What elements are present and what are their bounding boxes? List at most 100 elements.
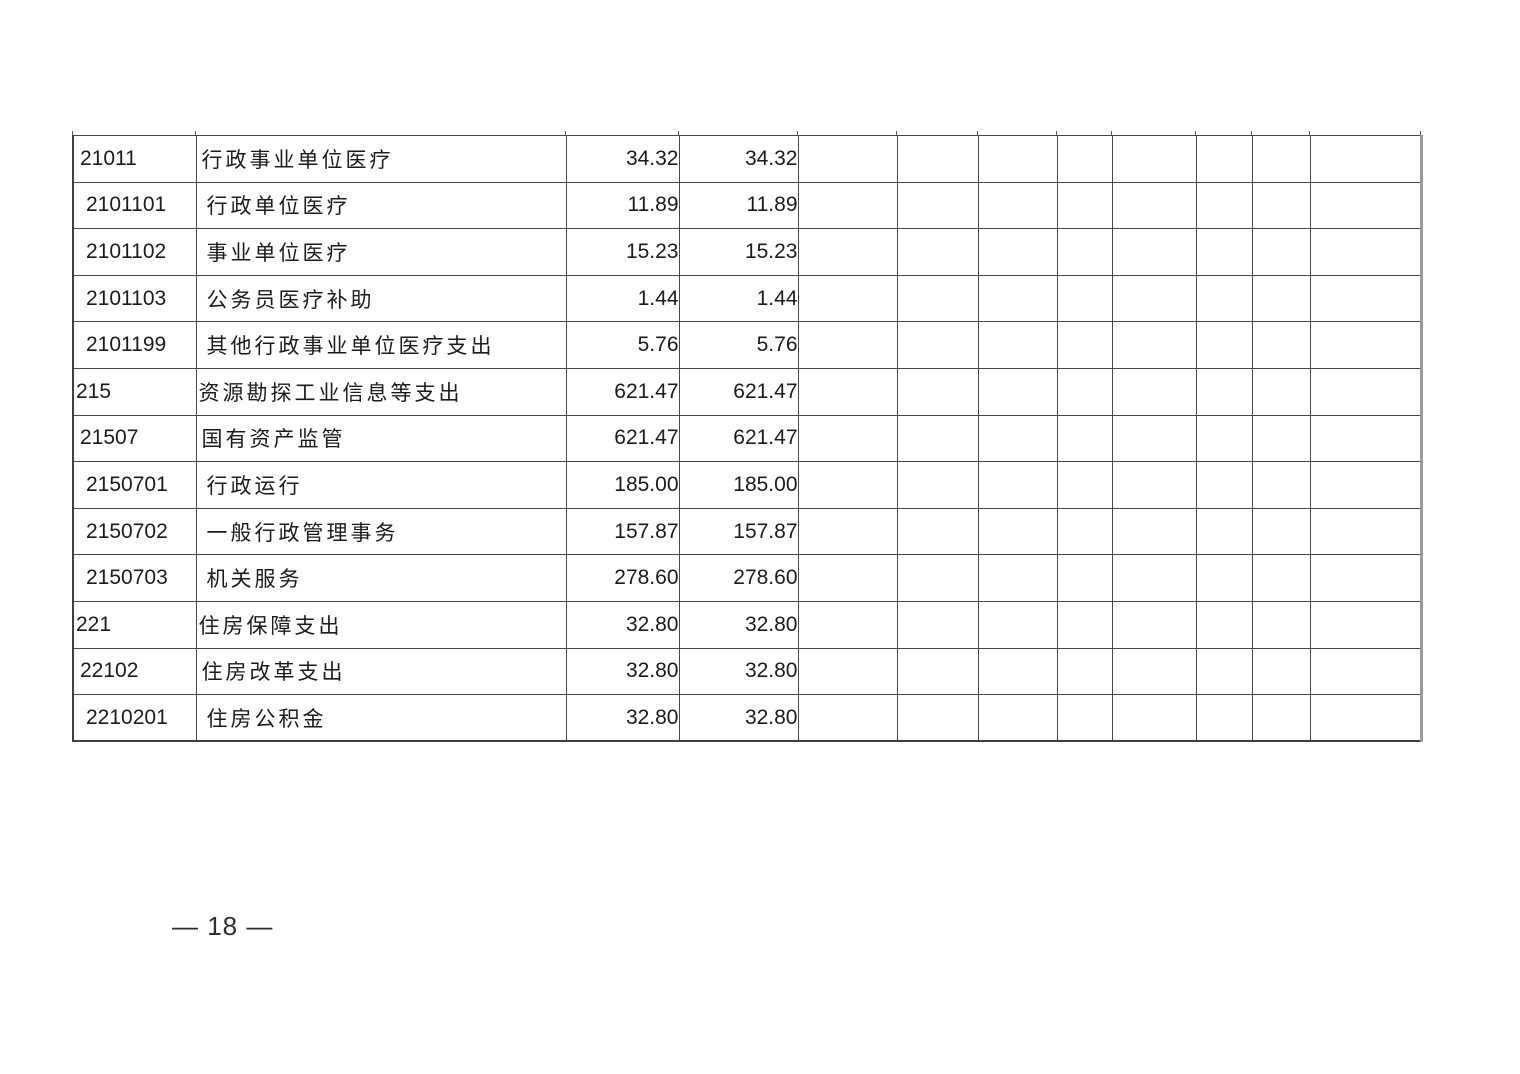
empty-cell [1309, 694, 1422, 742]
empty-cell [1111, 135, 1197, 183]
name-cell: 行政单位医疗 [195, 181, 567, 230]
empty-cell [1251, 507, 1311, 556]
amount-cell: 185.00 [565, 461, 680, 509]
table-row: 2101102 事业单位医疗 15.23 15.23 [72, 228, 1422, 276]
table-row: 2150702 一般行政管理事务 157.87 157.87 [72, 507, 1422, 556]
empty-cell [1111, 367, 1197, 416]
name-cell: 住房保障支出 [195, 600, 567, 649]
empty-cell [1195, 321, 1253, 369]
empty-cell [896, 554, 979, 602]
empty-cell [977, 647, 1058, 696]
empty-cell [977, 461, 1058, 509]
empty-cell [1195, 647, 1253, 696]
empty-cell [1056, 135, 1113, 183]
empty-cell [1111, 461, 1197, 509]
empty-cell [1056, 321, 1113, 369]
amount-cell: 5.76 [565, 321, 680, 369]
amount-cell: 11.89 [678, 181, 799, 230]
empty-cell [1056, 647, 1113, 696]
amount-cell: 34.32 [565, 135, 680, 183]
table-body: 21011 行政事业单位医疗 34.32 34.32 2101101 行政单位医疗 11.8… [72, 135, 1422, 742]
empty-cell [896, 694, 979, 742]
empty-cell [797, 228, 898, 276]
empty-cell [1251, 274, 1311, 323]
code-cell: 215 [72, 367, 197, 416]
empty-cell [1309, 507, 1422, 556]
amount-cell: 1.44 [565, 274, 680, 323]
empty-cell [1056, 367, 1113, 416]
table-row: 22102 住房改革支出 32.80 32.80 [72, 647, 1422, 696]
empty-cell [1195, 461, 1253, 509]
name-cell: 行政运行 [195, 461, 567, 509]
empty-cell [896, 507, 979, 556]
name-cell: 行政事业单位医疗 [195, 135, 567, 183]
amount-cell: 34.32 [678, 135, 799, 183]
column-line-stub [678, 131, 679, 136]
empty-cell [977, 274, 1058, 323]
column-line-stub [977, 131, 978, 136]
empty-cell [896, 274, 979, 323]
empty-cell [1195, 367, 1253, 416]
amount-cell: 11.89 [565, 181, 680, 230]
empty-cell [1251, 600, 1311, 649]
name-cell: 公务员医疗补助 [195, 274, 567, 323]
empty-cell [896, 461, 979, 509]
empty-cell [1309, 135, 1422, 183]
name-cell: 资源勘探工业信息等支出 [195, 367, 567, 416]
empty-cell [797, 321, 898, 369]
empty-cell [1251, 647, 1311, 696]
empty-cell [797, 274, 898, 323]
empty-cell [977, 694, 1058, 742]
name-cell: 住房公积金 [195, 694, 567, 742]
amount-cell: 278.60 [678, 554, 799, 602]
column-line-stub [1056, 131, 1057, 136]
empty-cell [1056, 181, 1113, 230]
table-row: 221 住房保障支出 32.80 32.80 [72, 600, 1422, 649]
empty-cell [1111, 647, 1197, 696]
column-line-stub [1111, 131, 1112, 136]
empty-cell [1056, 554, 1113, 602]
empty-cell [896, 367, 979, 416]
empty-cell [1251, 181, 1311, 230]
table-row: 2101103 公务员医疗补助 1.44 1.44 [72, 274, 1422, 323]
empty-cell [1309, 274, 1422, 323]
amount-cell: 621.47 [565, 414, 680, 463]
amount-cell: 15.23 [565, 228, 680, 276]
empty-cell [797, 461, 898, 509]
empty-cell [1195, 694, 1253, 742]
empty-cell [1309, 414, 1422, 463]
empty-cell [977, 414, 1058, 463]
table-row: 2150701 行政运行 185.00 185.00 [72, 461, 1422, 509]
empty-cell [797, 554, 898, 602]
empty-cell [1309, 554, 1422, 602]
empty-cell [1195, 228, 1253, 276]
empty-cell [1056, 461, 1113, 509]
amount-cell: 157.87 [678, 507, 799, 556]
empty-cell [1195, 554, 1253, 602]
empty-cell [1111, 554, 1197, 602]
empty-cell [1251, 321, 1311, 369]
name-cell: 事业单位医疗 [195, 228, 567, 276]
empty-cell [1251, 554, 1311, 602]
name-cell: 住房改革支出 [195, 647, 567, 696]
empty-cell [1251, 228, 1311, 276]
column-line-stub [1309, 131, 1310, 136]
code-cell: 2101103 [72, 274, 197, 323]
empty-cell [977, 135, 1058, 183]
empty-cell [1111, 507, 1197, 556]
empty-cell [1309, 647, 1422, 696]
table-row: 21011 行政事业单位医疗 34.32 34.32 [72, 135, 1422, 183]
name-cell: 国有资产监管 [195, 414, 567, 463]
amount-cell: 621.47 [678, 367, 799, 416]
amount-cell: 32.80 [678, 647, 799, 696]
column-line-stub [1251, 131, 1252, 136]
amount-cell: 185.00 [678, 461, 799, 509]
empty-cell [797, 135, 898, 183]
amount-cell: 278.60 [565, 554, 680, 602]
empty-cell [1111, 321, 1197, 369]
name-cell: 一般行政管理事务 [195, 507, 567, 556]
empty-cell [977, 600, 1058, 649]
empty-cell [977, 181, 1058, 230]
column-line-stub [565, 131, 566, 136]
